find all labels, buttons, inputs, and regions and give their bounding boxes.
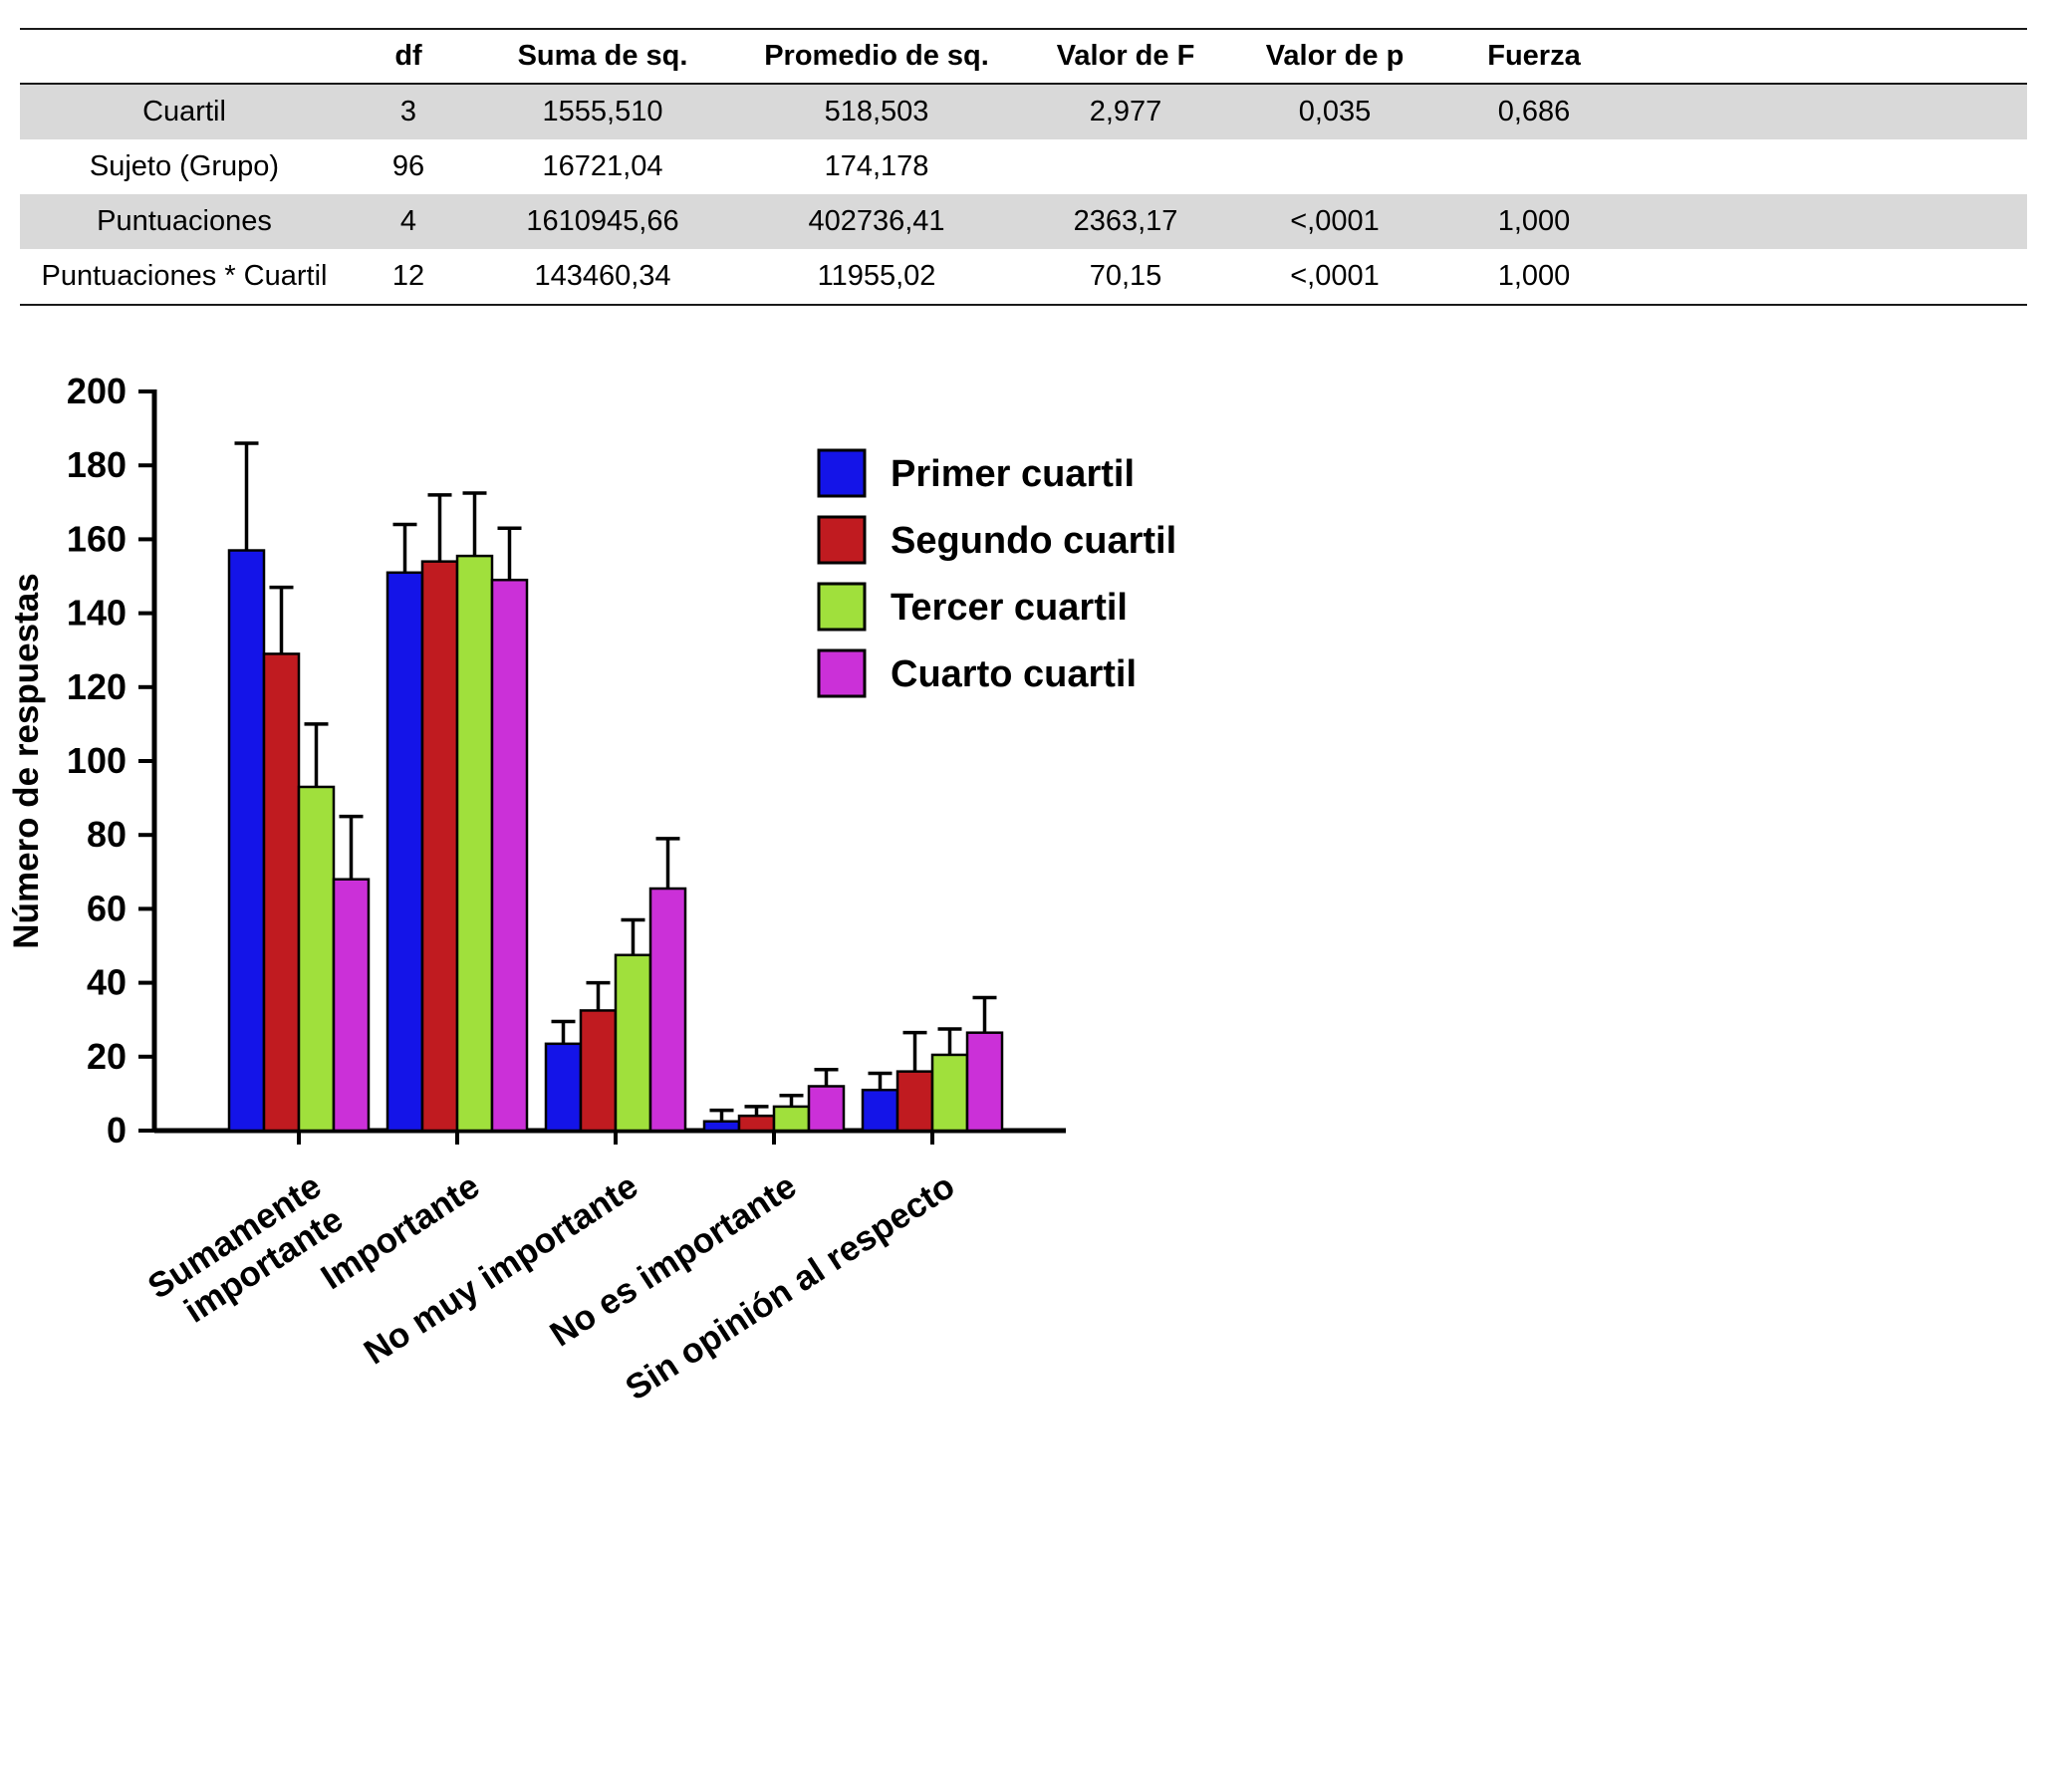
bar: [544, 1042, 583, 1133]
bar: [297, 785, 336, 1133]
bar: [772, 1105, 811, 1133]
legend-swatch: [817, 582, 867, 632]
y-tick-label: 120: [67, 666, 127, 707]
legend-label: Segundo cuartil: [891, 520, 1176, 562]
table-cell: 174,178: [824, 150, 929, 182]
table-cell: 1,000: [1497, 205, 1571, 237]
bar: [965, 1031, 1004, 1133]
table-row: Sujeto (Grupo) 96 16721,04 174,178: [20, 139, 2027, 194]
filler-header: [1634, 29, 2027, 84]
bar: [385, 571, 424, 1133]
table-row: Puntuaciones 4 1610945,66 402736,41 2363,17 <…: [20, 194, 2027, 249]
table-cell: 96: [391, 150, 425, 182]
column-header: Valor de F: [1056, 40, 1195, 72]
legend-swatch: [817, 515, 867, 565]
table-cell: 1,000: [1497, 260, 1571, 292]
table-cell: 2,977: [1089, 96, 1162, 128]
table-cell: <,0001: [1290, 260, 1380, 292]
table-cell: 70,15: [1089, 260, 1162, 292]
bar: [455, 554, 494, 1133]
y-tick-label: 20: [87, 1036, 127, 1077]
legend-swatch: [817, 648, 867, 698]
table-cell: 518,503: [824, 96, 929, 128]
filler-cell: [1634, 249, 2027, 305]
table-row: Cuartil 3 1555,510 518,503 2,977 0,035 0,686: [20, 84, 2027, 139]
table-cell: 1555,510: [542, 96, 663, 128]
table-cell: 143460,34: [534, 260, 671, 292]
y-tick-label: 200: [67, 371, 127, 411]
table-cell: 0,035: [1298, 96, 1372, 128]
bar: [614, 953, 652, 1133]
y-tick-label: 160: [67, 518, 127, 559]
grouped-bar-chart: 0 20 40 60 80 100 120 140 160 180 200 Número de res…: [7, 371, 1176, 1408]
row-label: Cuartil: [142, 96, 226, 128]
filler-cell: [1634, 194, 2027, 249]
table-row: Puntuaciones * Cuartil 12 143460,34 11955,0…: [20, 249, 2027, 305]
bar: [895, 1070, 934, 1133]
table-cell: [1434, 139, 1634, 194]
stats-table-container: df Suma de sq. Promedio de sq. Valor de F Va…: [20, 28, 2027, 306]
bar: [807, 1085, 846, 1133]
row-label: Puntuaciones * Cuartil: [41, 260, 328, 292]
row-label: Sujeto (Grupo): [89, 150, 280, 182]
table-cell: 12: [391, 260, 425, 292]
category-label: No muy importante: [358, 1166, 645, 1372]
column-header: Promedio de sq.: [764, 40, 989, 72]
legend-label: Tercer cuartil: [891, 587, 1128, 629]
column-header: Valor de p: [1265, 40, 1405, 72]
bar: [490, 578, 529, 1133]
bar: [579, 1009, 618, 1133]
row-label-header: [20, 29, 349, 84]
legend-label: Cuarto cuartil: [891, 653, 1137, 695]
table-cell: 0,686: [1497, 96, 1571, 128]
anova-table: df Suma de sq. Promedio de sq. Valor de F Va…: [20, 28, 2027, 306]
table-cell: 16721,04: [542, 150, 663, 182]
row-label: Puntuaciones: [97, 205, 272, 237]
table-cell: 402736,41: [808, 205, 945, 237]
table-cell: 2363,17: [1073, 205, 1178, 237]
bar: [227, 549, 266, 1133]
table-cell: <,0001: [1290, 205, 1380, 237]
bar: [332, 878, 371, 1133]
bar: [648, 887, 687, 1133]
column-header: Suma de sq.: [517, 40, 688, 72]
legend-label: Primer cuartil: [891, 453, 1135, 495]
bar-chart-container: 0 20 40 60 80 100 120 140 160 180 200 Número de res…: [0, 349, 1494, 1792]
y-tick-label: 100: [67, 740, 127, 781]
y-tick-label: 60: [87, 888, 127, 928]
column-header: df: [394, 40, 422, 72]
bar: [861, 1088, 899, 1133]
y-axis-title: Número de respuestas: [7, 573, 46, 948]
table-cell: [1016, 139, 1235, 194]
table-cell: 3: [399, 96, 417, 128]
table-header-row: df Suma de sq. Promedio de sq. Valor de F Va…: [20, 29, 2027, 84]
y-tick-label: 180: [67, 444, 127, 485]
table-cell: 11955,02: [817, 260, 936, 292]
table-cell: [1235, 139, 1434, 194]
table-cell: 1610945,66: [526, 205, 679, 237]
bar: [420, 560, 459, 1133]
y-tick-label: 80: [87, 814, 127, 855]
bar: [702, 1120, 741, 1133]
bar: [737, 1114, 776, 1133]
y-tick-label: 140: [67, 593, 127, 634]
table-cell: 4: [399, 205, 417, 237]
bar: [262, 652, 301, 1133]
y-tick-label: 0: [107, 1110, 127, 1151]
legend-swatch: [817, 448, 867, 498]
legend: Primer cuartil Segundo cuartil Tercer cuar…: [817, 448, 1176, 698]
y-tick-label: 40: [87, 962, 127, 1003]
category-label: Sumamenteimportante: [141, 1166, 350, 1340]
filler-cell: [1634, 139, 2027, 194]
column-header: Fuerza: [1487, 40, 1581, 72]
bar: [930, 1053, 969, 1133]
filler-cell: [1634, 84, 2027, 139]
